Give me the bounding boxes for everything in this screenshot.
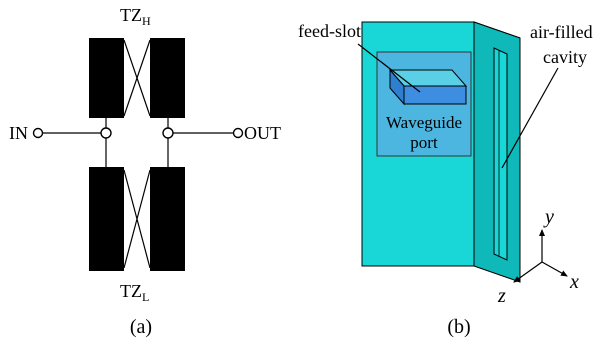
waveguide-port-label-line1: Waveguide (386, 113, 462, 132)
cavity-leader (501, 67, 559, 169)
feed-slot-side (389, 68, 405, 106)
waveguide-port-label-line2: port (410, 133, 438, 152)
y-axis-label: y (543, 206, 554, 228)
cavity-label-line2: cavity (543, 47, 587, 67)
cavity-label-line1: air-filled (530, 22, 593, 42)
output-label: OUT (244, 123, 281, 143)
panel-a-circuit: TZH IN OUT TZL (a) (9, 5, 281, 338)
feed-slot-label: feed-slot (298, 21, 361, 41)
x-axis-arrow (541, 261, 568, 277)
input-port-node (32, 127, 44, 139)
right-junction-node (162, 127, 174, 139)
feed-slot-leader (357, 43, 421, 93)
input-label: IN (9, 123, 28, 143)
upper-right-resonator (150, 38, 185, 118)
lower-right-resonator (150, 167, 185, 271)
left-junction-node (100, 127, 112, 139)
caption-b: (b) (447, 316, 470, 338)
upper-left-resonator (89, 38, 124, 118)
x-axis-label: x (569, 271, 579, 293)
caption-a: (a) (130, 316, 152, 338)
tz-high-label: TZH (120, 5, 151, 28)
upper-cross-line-2 (123, 39, 151, 117)
panel-b-3d-model: Waveguide port feed-slot air-filled cavi… (298, 21, 593, 338)
tz-low-label: TZL (120, 281, 149, 304)
coordinate-axes: y x z (497, 206, 579, 307)
lower-cross-line-2 (123, 169, 151, 269)
feed-slot-front (403, 85, 467, 105)
output-port-node (232, 127, 244, 139)
lower-left-resonator (89, 167, 124, 271)
air-filled-cavity-slot (493, 47, 508, 261)
z-axis-label: z (497, 285, 506, 307)
z-axis-arrow (513, 261, 543, 283)
